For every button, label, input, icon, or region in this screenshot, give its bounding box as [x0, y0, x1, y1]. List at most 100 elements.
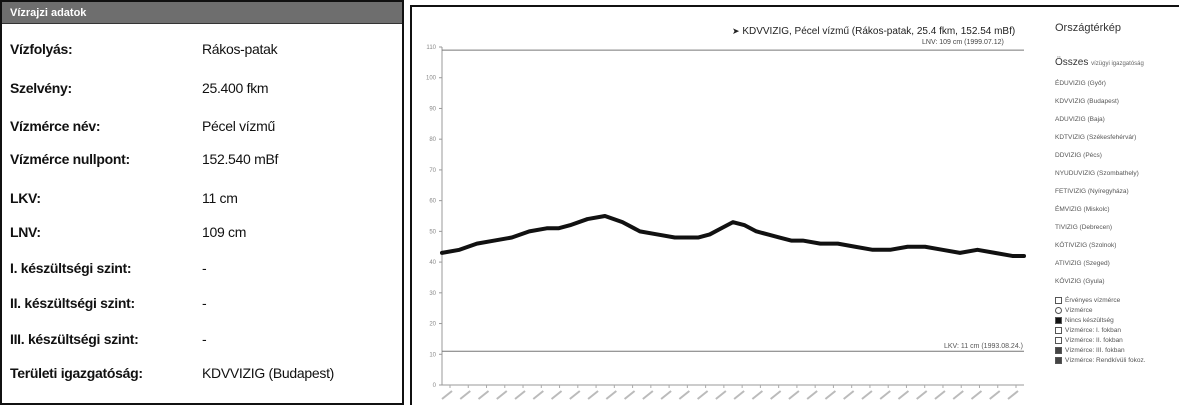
x-tick-label [970, 390, 983, 400]
directorate-link[interactable]: KÖVIZIG (Gyula) [1055, 278, 1105, 285]
legend-item: Vízmérce [1055, 307, 1092, 314]
info-row-label: Szelvény: [10, 80, 72, 96]
legend-label: Nincs készültség [1065, 317, 1114, 324]
data-point [975, 248, 980, 252]
x-tick-label [934, 390, 946, 400]
data-point [545, 226, 549, 230]
directorate-link[interactable]: TIVIZIG (Debrecen) [1055, 224, 1113, 231]
data-point [638, 229, 642, 233]
data-point [743, 223, 747, 227]
directorate-link[interactable]: ÉDUVIZIG (Győr) [1055, 80, 1106, 87]
info-row-value: - [202, 331, 207, 347]
info-row: Szelvény: 25.400 fkm [2, 73, 402, 103]
info-row-value: 109 cm [202, 224, 247, 240]
x-tick-label [989, 390, 1001, 400]
directorate-link[interactable]: ÉMVIZIG (Miskolc) [1055, 206, 1110, 213]
chart-arrow-icon: ➤ [732, 26, 740, 36]
info-row: Vízmérce nullpont: 152.540 mBf [2, 144, 402, 174]
directorate-link[interactable]: FETIVIZIG (Nyíregyháza) [1055, 188, 1129, 195]
info-row-label: Vízmérce név: [10, 118, 101, 134]
x-tick-label [514, 390, 526, 400]
data-point [475, 242, 479, 246]
country-map-sidebar: Országtérkép Összes vízügyi igazgatóság … [1055, 22, 1177, 402]
x-tick-label [879, 390, 891, 400]
data-point [801, 238, 805, 243]
y-tick-label: 30 [429, 291, 436, 297]
y-tick-label: 60 [429, 199, 436, 205]
y-tick-label: 20 [429, 322, 436, 328]
x-tick-label [916, 390, 928, 400]
y-tick-label: 70 [429, 168, 436, 174]
y-tick-label: 0 [433, 383, 437, 389]
legend-item: Vízmérce: III. fokban [1055, 347, 1125, 354]
directorate-link[interactable]: KDVVIZIG (Budapest) [1055, 98, 1119, 105]
legend-swatch-icon [1055, 337, 1062, 344]
y-tick-label: 50 [429, 229, 436, 235]
y-tick-label: 10 [429, 352, 436, 358]
x-tick-label [952, 390, 964, 400]
data-point [568, 223, 572, 227]
water-level-chart: 0 10 20 30 40 50 60 70 80 90 100 110 LKV: 11 cm (199… [426, 45, 1026, 400]
x-tick-label [623, 390, 636, 400]
legend-swatch-icon [1055, 317, 1062, 324]
info-panel-header: Vízrajzi adatok [2, 2, 402, 24]
y-tick-label: 80 [429, 137, 436, 143]
info-row-value: Rákos-patak [202, 41, 278, 57]
legend-label: Vízmérce: Rendkívüli fokoz. [1065, 357, 1146, 364]
data-point [603, 214, 607, 218]
info-row: III. készültségi szint: - [2, 324, 402, 354]
info-row-label: I. készültségi szint: [10, 260, 132, 276]
data-point [958, 251, 962, 255]
directorate-select-note: vízügyi igazgatóság [1091, 61, 1144, 67]
data-point [440, 251, 444, 255]
legend-swatch-icon [1055, 357, 1062, 364]
info-row-label: Vízfolyás: [10, 41, 73, 57]
legend-swatch-icon [1055, 297, 1062, 304]
data-point [708, 232, 712, 237]
x-tick-label [569, 390, 581, 400]
map-title[interactable]: Országtérkép [1055, 22, 1122, 34]
x-tick-label [532, 390, 544, 400]
chart-title-text: KDVVIZIG, Pécel vízmű (Rákos-patak, 25.4… [742, 26, 1016, 37]
legend-item: Nincs készültség [1055, 317, 1114, 324]
chart-title: ➤ KDVVIZIG, Pécel vízmű (Rákos-patak, 25… [732, 26, 1015, 37]
directorate-link[interactable]: ATIVIZIG (Szeged) [1055, 260, 1110, 267]
info-row-value: Pécel vízmű [202, 118, 275, 134]
x-tick-label [1007, 390, 1019, 400]
info-row-label: III. készültségi szint: [10, 331, 139, 347]
info-row-value: 11 cm [202, 190, 238, 206]
info-row: I. készültségi szint: - [2, 253, 402, 283]
directorate-link[interactable]: ADUVIZIG (Baja) [1055, 116, 1105, 123]
directorate-link[interactable]: KDTVIZIG (Székesfehérvár) [1055, 134, 1137, 141]
data-point [684, 235, 689, 240]
info-row: Vízmérce név: Pécel vízmű [2, 111, 402, 141]
directorate-select[interactable]: Összes vízügyi igazgatóság [1055, 57, 1144, 68]
y-tick-label: 40 [429, 260, 436, 266]
info-row: Vízfolyás: Rákos-patak [2, 34, 402, 64]
legend-item: Érvényes vízmérce [1055, 297, 1120, 304]
data-point [696, 235, 700, 240]
info-row: II. készültségi szint: - [2, 288, 402, 318]
y-tick-label: 90 [429, 106, 436, 112]
reference-line-label: LKV: 11 cm (1993.08.24.) [944, 343, 1023, 350]
info-row-label: LNV: [10, 224, 41, 240]
data-point [492, 238, 496, 243]
data-point [655, 232, 659, 237]
x-tick-label [477, 390, 490, 400]
x-tick-label [861, 390, 873, 400]
x-tick-label [459, 390, 471, 400]
directorate-link[interactable]: DDVIZIG (Pécs) [1055, 152, 1102, 159]
directorate-select-value: Összes [1055, 57, 1089, 68]
info-row-label: Vízmérce nullpont: [10, 151, 130, 167]
directorate-link[interactable]: KÖTIVIZIG (Szolnok) [1055, 242, 1117, 249]
directorate-link[interactable]: NYUDUVIZIG (Szombathely) [1055, 170, 1139, 177]
y-tick-label: 100 [426, 76, 437, 82]
data-point [777, 235, 782, 240]
x-tick-label [605, 390, 617, 400]
info-row-value: - [202, 295, 207, 311]
data-point [766, 232, 770, 237]
data-point [836, 242, 840, 246]
x-tick-label [642, 390, 654, 400]
data-point [906, 245, 910, 249]
x-tick-label [660, 390, 672, 400]
